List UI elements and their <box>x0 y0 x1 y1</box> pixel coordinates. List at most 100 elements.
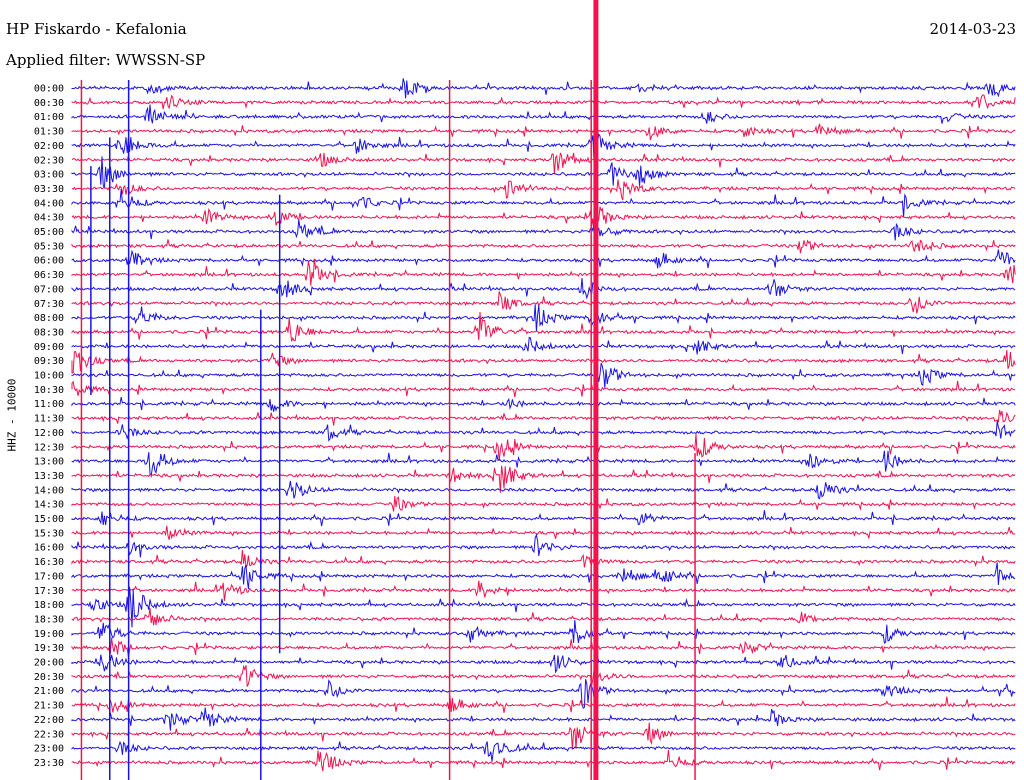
time-tick-label: 06:30 <box>34 270 64 281</box>
trace-line <box>71 549 1016 569</box>
trace-line <box>71 533 1016 558</box>
time-tick-label: 02:30 <box>34 155 64 166</box>
trace-line <box>71 123 1016 141</box>
time-tick-label: 08:00 <box>34 313 64 324</box>
time-tick-label: 22:30 <box>34 729 64 740</box>
time-tick-label: 19:00 <box>34 629 64 640</box>
trace-line <box>71 94 1016 110</box>
time-tick-label: 13:30 <box>34 471 64 482</box>
trace-line <box>71 188 1016 218</box>
trace-line <box>71 409 1016 426</box>
time-tick-label: 01:00 <box>34 112 64 123</box>
trace-line <box>71 510 1016 527</box>
trace-line <box>71 362 1016 388</box>
time-tick-label: 20:00 <box>34 658 64 669</box>
time-tick-label: 16:00 <box>34 543 64 554</box>
trace-line <box>71 304 1016 332</box>
saturated-band <box>593 0 599 780</box>
time-tick-label: 03:00 <box>34 170 64 181</box>
time-tick-label: 04:30 <box>34 213 64 224</box>
time-tick-label: 04:00 <box>34 198 64 209</box>
time-tick-label: 07:30 <box>34 299 64 310</box>
trace-line <box>71 133 1016 162</box>
time-tick-label: 22:00 <box>34 715 64 726</box>
time-tick-label: 10:30 <box>34 385 64 396</box>
trace-line <box>71 420 1016 442</box>
time-tick-label: 05:30 <box>34 241 64 252</box>
trace-line <box>71 258 1016 286</box>
trace-line <box>71 619 1016 644</box>
time-tick-label: 20:30 <box>34 672 64 683</box>
time-tick-label: 10:00 <box>34 371 64 382</box>
time-tick-label: 11:30 <box>34 414 64 425</box>
time-tick-label: 07:00 <box>34 284 64 295</box>
trace-line <box>71 350 1016 374</box>
trace-line <box>71 239 1016 254</box>
trace-line <box>71 678 1016 709</box>
time-tick-label: 21:30 <box>34 701 64 712</box>
time-tick-label: 23:00 <box>34 744 64 755</box>
trace-line <box>71 104 1016 124</box>
time-tick-label: 00:00 <box>34 84 64 95</box>
time-tick-label: 09:00 <box>34 342 64 353</box>
time-tick-label: 14:00 <box>34 485 64 496</box>
time-tick-label: 18:00 <box>34 600 64 611</box>
trace-line <box>71 586 1016 628</box>
time-tick-label: 01:30 <box>34 127 64 138</box>
time-tick-label: 15:00 <box>34 514 64 525</box>
trace-line <box>71 152 1016 175</box>
trace-line <box>71 206 1016 233</box>
trace-line <box>71 396 1016 412</box>
trace-line <box>71 525 1016 540</box>
time-tick-label: 03:30 <box>34 184 64 195</box>
trace-line <box>71 433 1016 461</box>
trace-line <box>71 278 1016 300</box>
time-tick-label: 17:30 <box>34 586 64 597</box>
trace-line <box>71 480 1016 500</box>
trace-line <box>71 465 1016 493</box>
time-tick-label: 00:30 <box>34 98 64 109</box>
trace-line <box>71 580 1016 601</box>
trace-line <box>71 607 1016 626</box>
time-tick-label: 13:00 <box>34 457 64 468</box>
trace-line <box>71 637 1016 658</box>
time-tick-label: 02:00 <box>34 141 64 152</box>
trace-line <box>71 311 1016 342</box>
trace-line <box>71 654 1016 674</box>
date-label: 2014-03-23 <box>929 20 1016 38</box>
time-tick-label: 18:30 <box>34 614 64 625</box>
trace-line <box>71 496 1016 512</box>
time-tick-label: 12:00 <box>34 428 64 439</box>
trace-line <box>71 291 1016 314</box>
trace-line <box>71 707 1016 731</box>
time-tick-label: 15:30 <box>34 528 64 539</box>
time-tick-label: 16:30 <box>34 557 64 568</box>
time-tick-label: 08:30 <box>34 327 64 338</box>
trace-line <box>71 740 1016 762</box>
time-tick-label: 06:00 <box>34 256 64 267</box>
trace-line <box>71 749 1016 772</box>
trace-line <box>71 722 1016 750</box>
trace-line <box>71 664 1016 687</box>
time-tick-label: 09:30 <box>34 356 64 367</box>
trace-line <box>71 179 1016 201</box>
trace-line <box>71 380 1016 398</box>
time-tick-label: 23:30 <box>34 758 64 769</box>
time-tick-label: 05:00 <box>34 227 64 238</box>
time-tick-label: 14:30 <box>34 500 64 511</box>
time-tick-label: 12:30 <box>34 442 64 453</box>
trace-line <box>71 249 1016 269</box>
trace-line <box>71 336 1016 355</box>
trace-line <box>71 695 1016 713</box>
station-title: HP Fiskardo - Kefalonia <box>6 20 187 38</box>
time-tick-label: 19:30 <box>34 643 64 654</box>
trace-line <box>71 156 1016 189</box>
trace-line <box>71 562 1016 589</box>
trace-line <box>71 450 1016 478</box>
filter-label: Applied filter: WWSSN-SP <box>6 51 206 69</box>
trace-line <box>71 219 1016 241</box>
time-tick-label: 17:00 <box>34 571 64 582</box>
time-tick-label: 21:00 <box>34 686 64 697</box>
time-tick-label: 11:00 <box>34 399 64 410</box>
